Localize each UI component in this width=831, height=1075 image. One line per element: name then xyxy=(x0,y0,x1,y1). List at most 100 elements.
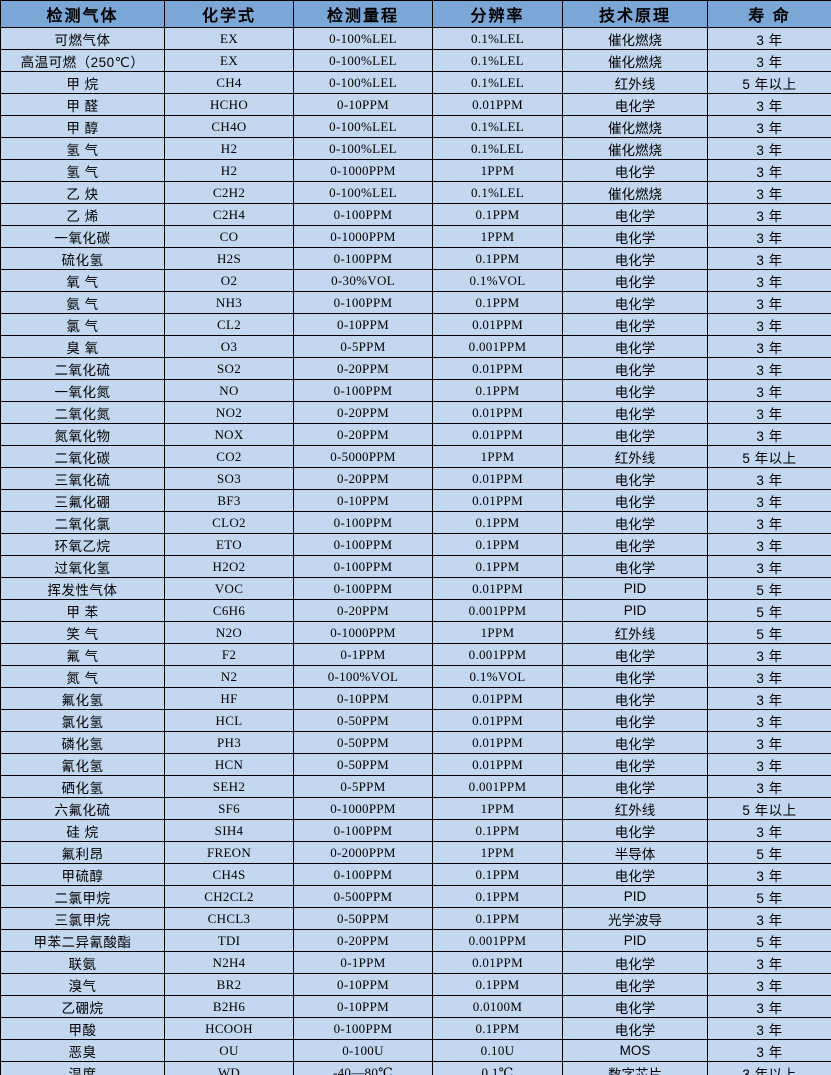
cell-formula: CO xyxy=(164,225,294,248)
cell-resolution: 0.1PPM xyxy=(432,819,563,842)
cell-formula: NOX xyxy=(164,423,294,446)
cell-principle: 红外线 xyxy=(562,797,708,820)
cell-formula: BF3 xyxy=(164,489,294,512)
cell-lifetime: 3 年以上 xyxy=(707,1061,831,1075)
cell-resolution: 0.01PPM xyxy=(432,951,563,974)
cell-formula: B2H6 xyxy=(164,995,294,1018)
cell-lifetime: 3 年 xyxy=(707,1017,831,1040)
table-row: 氟利昂 FREON 0-2000PPM 1PPM 半导体 5 年 xyxy=(0,841,831,864)
cell-resolution: 0.01PPM xyxy=(432,467,563,490)
cell-formula: NO2 xyxy=(164,401,294,424)
cell-principle: 半导体 xyxy=(562,841,708,864)
cell-resolution: 0.1PPM xyxy=(432,907,563,930)
cell-gas: 甲硫醇 xyxy=(0,863,165,886)
cell-formula: NO xyxy=(164,379,294,402)
cell-lifetime: 5 年 xyxy=(707,599,831,622)
cell-resolution: 0.01PPM xyxy=(432,489,563,512)
table-row: 二氧化氮 NO2 0-20PPM 0.01PPM 电化学 3 年 xyxy=(0,401,831,424)
cell-range: 0-100PPM xyxy=(293,863,433,886)
cell-formula: WD xyxy=(164,1061,294,1075)
cell-range: 0-50PPM xyxy=(293,753,433,776)
cell-principle: 红外线 xyxy=(562,445,708,468)
cell-gas: 硅 烷 xyxy=(0,819,165,842)
cell-lifetime: 3 年 xyxy=(707,951,831,974)
table-row: 溴气 BR2 0-10PPM 0.1PPM 电化学 3 年 xyxy=(0,973,831,996)
cell-range: 0-20PPM xyxy=(293,401,433,424)
cell-resolution: 0.01PPM xyxy=(432,423,563,446)
cell-lifetime: 3 年 xyxy=(707,511,831,534)
cell-lifetime: 3 年 xyxy=(707,687,831,710)
cell-resolution: 0.001PPM xyxy=(432,643,563,666)
cell-resolution: 0.01PPM xyxy=(432,731,563,754)
table-row: 过氧化氢 H2O2 0-100PPM 0.1PPM 电化学 3 年 xyxy=(0,555,831,578)
column-header-principle: 技术原理 xyxy=(562,0,708,28)
cell-principle: 红外线 xyxy=(562,621,708,644)
table-header-row: 检测气体 化学式 检测量程 分辨率 技术原理 寿 命 xyxy=(0,0,831,28)
table-row: 温度 WD -40—80℃ 0.1℃ 数字芯片 3 年以上 xyxy=(0,1061,831,1075)
cell-range: 0-100PPM xyxy=(293,1017,433,1040)
cell-lifetime: 3 年 xyxy=(707,973,831,996)
cell-gas: 三氯甲烷 xyxy=(0,907,165,930)
cell-formula: HCHO xyxy=(164,93,294,116)
cell-range: 0-100PPM xyxy=(293,533,433,556)
cell-formula: PH3 xyxy=(164,731,294,754)
cell-principle: 电化学 xyxy=(562,379,708,402)
cell-principle: 催化燃烧 xyxy=(562,27,708,50)
cell-gas: 臭 氧 xyxy=(0,335,165,358)
cell-lifetime: 3 年 xyxy=(707,379,831,402)
cell-principle: 电化学 xyxy=(562,643,708,666)
cell-formula: EX xyxy=(164,27,294,50)
cell-range: 0-100U xyxy=(293,1039,433,1062)
table-row: 氮氧化物 NOX 0-20PPM 0.01PPM 电化学 3 年 xyxy=(0,423,831,446)
cell-principle: 电化学 xyxy=(562,973,708,996)
cell-formula: EX xyxy=(164,49,294,72)
table-row: 一氧化氮 NO 0-100PPM 0.1PPM 电化学 3 年 xyxy=(0,379,831,402)
cell-lifetime: 3 年 xyxy=(707,863,831,886)
cell-range: 0-1000PPM xyxy=(293,621,433,644)
cell-range: 0-10PPM xyxy=(293,489,433,512)
cell-lifetime: 3 年 xyxy=(707,115,831,138)
table-row: 二氯甲烷 CH2CL2 0-500PPM 0.1PPM PID 5 年 xyxy=(0,885,831,908)
cell-lifetime: 3 年 xyxy=(707,159,831,182)
table-row: 挥发性气体 VOC 0-100PPM 0.01PPM PID 5 年 xyxy=(0,577,831,600)
cell-formula: CH4 xyxy=(164,71,294,94)
cell-resolution: 0.1PPM xyxy=(432,533,563,556)
cell-principle: 电化学 xyxy=(562,863,708,886)
cell-principle: PID xyxy=(562,885,708,908)
cell-lifetime: 3 年 xyxy=(707,489,831,512)
cell-formula: SO2 xyxy=(164,357,294,380)
cell-range: 0-1PPM xyxy=(293,951,433,974)
cell-gas: 甲 烷 xyxy=(0,71,165,94)
cell-gas: 氯 气 xyxy=(0,313,165,336)
table-body: 可燃气体 EX 0-100%LEL 0.1%LEL 催化燃烧 3 年高温可燃（250℃） E… xyxy=(0,27,831,1075)
cell-resolution: 0.1%LEL xyxy=(432,71,563,94)
cell-formula: CO2 xyxy=(164,445,294,468)
cell-lifetime: 5 年以上 xyxy=(707,445,831,468)
cell-range: 0-100%LEL xyxy=(293,137,433,160)
cell-gas: 氟利昂 xyxy=(0,841,165,864)
cell-principle: 电化学 xyxy=(562,159,708,182)
cell-formula: H2S xyxy=(164,247,294,270)
cell-lifetime: 3 年 xyxy=(707,291,831,314)
table-row: 硒化氢 SEH2 0-5PPM 0.001PPM 电化学 3 年 xyxy=(0,775,831,798)
cell-gas: 乙 炔 xyxy=(0,181,165,204)
cell-formula: SO3 xyxy=(164,467,294,490)
column-header-gas: 检测气体 xyxy=(0,0,165,28)
cell-gas: 三氟化硼 xyxy=(0,489,165,512)
cell-resolution: 0.001PPM xyxy=(432,929,563,952)
cell-resolution: 1PPM xyxy=(432,841,563,864)
table-row: 氨 气 NH3 0-100PPM 0.1PPM 电化学 3 年 xyxy=(0,291,831,314)
cell-principle: 电化学 xyxy=(562,335,708,358)
table-row: 乙硼烷 B2H6 0-10PPM 0.0100M 电化学 3 年 xyxy=(0,995,831,1018)
cell-range: 0-50PPM xyxy=(293,709,433,732)
cell-gas: 高温可燃（250℃） xyxy=(0,49,165,72)
cell-gas: 甲 醇 xyxy=(0,115,165,138)
table-row: 环氧乙烷 ETO 0-100PPM 0.1PPM 电化学 3 年 xyxy=(0,533,831,556)
cell-range: 0-500PPM xyxy=(293,885,433,908)
cell-gas: 环氧乙烷 xyxy=(0,533,165,556)
cell-principle: 电化学 xyxy=(562,291,708,314)
cell-principle: 电化学 xyxy=(562,709,708,732)
cell-gas: 磷化氢 xyxy=(0,731,165,754)
cell-lifetime: 3 年 xyxy=(707,49,831,72)
